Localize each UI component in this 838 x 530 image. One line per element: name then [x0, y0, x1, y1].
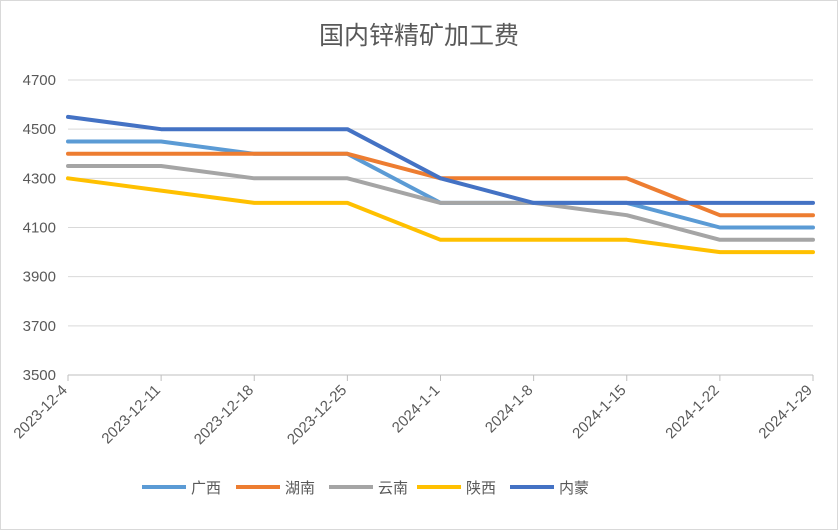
y-tick-label: 4700	[23, 72, 56, 89]
series-line-云南	[66, 164, 815, 242]
x-tick-label: 2024-1-15	[569, 382, 629, 442]
series-lines	[66, 114, 815, 255]
x-tick-label: 2023-12-18	[191, 382, 257, 448]
chart-title: 国内锌精矿加工费	[319, 21, 519, 50]
x-tick-label: 2024-1-8	[482, 382, 536, 436]
series-line-内蒙	[66, 114, 815, 205]
x-tick-label: 2024-1-29	[755, 382, 815, 442]
y-tick-label: 4100	[23, 220, 56, 237]
x-tick-label: 2023-12-25	[284, 382, 350, 448]
legend: 广西 湖南 云南 陕西 内蒙	[142, 479, 589, 497]
legend-label: 云南	[378, 479, 408, 497]
y-axis: 3500 3700 3900 4100 4300 4500 4700	[23, 72, 56, 384]
y-tick-label: 3500	[23, 367, 56, 384]
x-axis: 2023-12-4 2023-12-11 2023-12-18 2023-12-25 2…	[10, 375, 816, 448]
x-tick-label: 2024-1-1	[389, 382, 443, 436]
series-line-湖南	[66, 151, 815, 218]
legend-label: 内蒙	[559, 479, 589, 497]
gridlines	[68, 79, 813, 376]
y-tick-label: 3900	[23, 269, 56, 286]
x-tick-label: 2023-12-4	[10, 382, 70, 442]
legend-label: 广西	[191, 479, 221, 497]
legend-label: 陕西	[466, 479, 496, 497]
x-tick-label: 2024-1-22	[662, 382, 722, 442]
y-tick-label: 4500	[23, 121, 56, 138]
y-tick-label: 3700	[23, 318, 56, 335]
y-tick-label: 4300	[23, 170, 56, 187]
x-tick-label: 2023-12-11	[98, 382, 163, 447]
legend-label: 湖南	[285, 479, 315, 497]
series-line-陕西	[66, 176, 815, 255]
